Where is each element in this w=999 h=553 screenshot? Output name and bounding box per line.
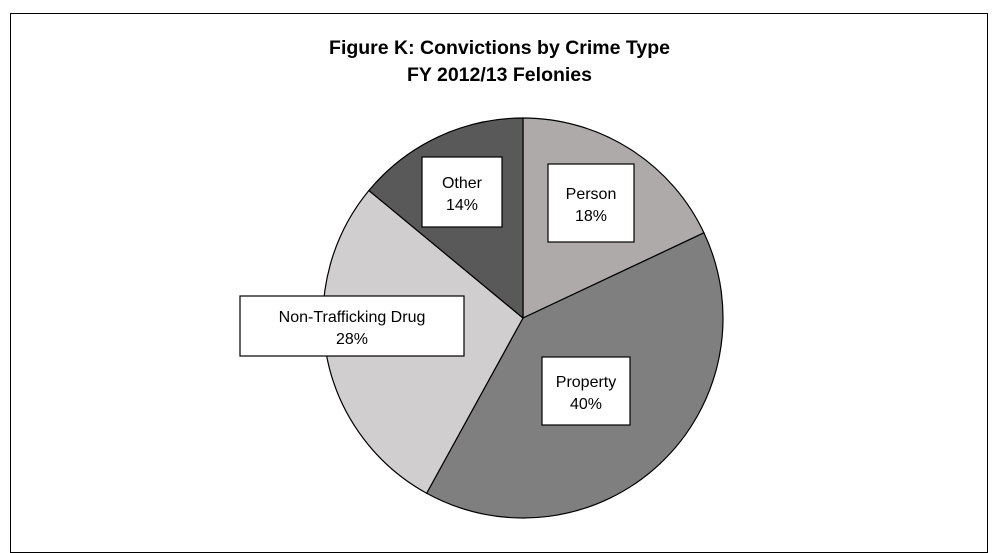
data-label-category: Other [442,175,483,192]
chart-title: Figure K: Convictions by Crime Type [329,37,670,59]
data-label-value: 28% [336,331,368,348]
data-label-box [421,156,503,228]
data-label-non-trafficking-drug: Non-Trafficking Drug 28% [239,295,465,357]
pie-chart: Person 18% Property 40% Non-Trafficking Drug… [239,117,724,519]
data-label-value: 18% [575,208,607,225]
pie-labels: Person 18% Property 40% Non-Trafficking Drug… [239,156,635,426]
data-label-box [547,163,635,243]
data-label-category: Non-Trafficking Drug [279,309,426,326]
data-label-property: Property 40% [541,356,631,426]
data-label-box [239,295,465,357]
data-label-value: 14% [446,197,478,214]
data-label-category: Property [556,374,616,391]
data-label-box [541,356,631,426]
chart-subtitle: FY 2012/13 Felonies [407,64,592,86]
data-label-category: Person [566,186,617,203]
data-label-value: 40% [570,396,602,413]
data-label-person: Person 18% [547,163,635,243]
chart-title-block: Figure K: Convictions by Crime Type FY 2… [0,35,999,89]
data-label-other: Other 14% [421,156,503,228]
